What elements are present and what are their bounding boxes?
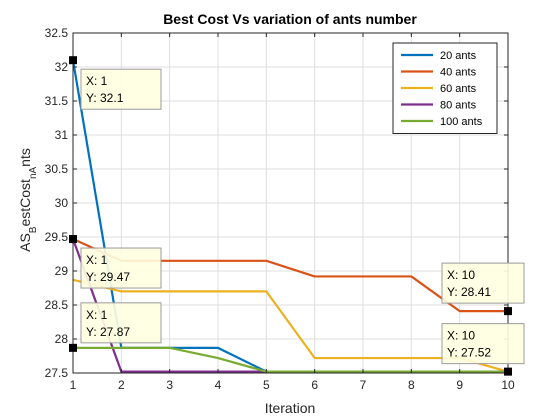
datatip-box (441, 323, 525, 365)
legend-label-80-ants: 80 ants (440, 100, 477, 112)
legend-label-100-ants: 100 ants (440, 116, 483, 128)
datatip-marker[interactable] (69, 56, 77, 65)
datatip[interactable]: X: 1 Y: 32.1 (69, 56, 162, 110)
x-tick-label: 3 (166, 378, 173, 392)
series-line-60-ants[interactable] (72, 278, 509, 373)
y-tick-label: 31 (55, 128, 69, 142)
datatip-box (441, 262, 525, 304)
legend-label-60-ants: 60 ants (440, 83, 477, 95)
datatip[interactable]: X: 10 Y: 27.52 (441, 323, 525, 376)
datatip-x-text: X: 1 (86, 308, 108, 322)
y-tick-label: 29.5 (45, 230, 69, 244)
plot-area: 1 2 3 4 5 6 7 8 9 10 27.5 28 28.5 29 29.5 30 30.5 31 31.5 3… (45, 26, 525, 392)
x-tick-label: 8 (408, 378, 415, 392)
datatip-box (80, 302, 162, 344)
legend-box (392, 42, 498, 134)
chart-title: Best Cost Vs variation of ants number (163, 11, 417, 27)
datatip-marker[interactable] (69, 343, 77, 352)
series-line-100-ants[interactable] (73, 346, 508, 373)
legend-label-40-ants: 40 ants (440, 67, 477, 79)
grid (72, 32, 509, 374)
y-tick-label: 30.5 (45, 162, 69, 176)
datatip-x-text: X: 10 (447, 268, 475, 282)
y-tick-label: 28 (55, 332, 69, 346)
ticks: 1 2 3 4 5 6 7 8 9 10 27.5 28 28.5 29 29.5 30 30.5 31 31.5 3… (45, 26, 515, 392)
datatip-box (80, 247, 162, 289)
datatip-y-text: Y: 32.1 (86, 91, 124, 105)
datatip-x-text: X: 1 (86, 74, 108, 88)
datatip-x-text: X: 10 (447, 329, 475, 343)
datatip-y-text: Y: 27.52 (447, 346, 491, 360)
datatip-box (80, 68, 162, 110)
datatip[interactable]: X: 10 Y: 28.41 (441, 262, 525, 316)
legend-label-20-ants: 20 ants (440, 50, 477, 62)
datatip-marker[interactable] (69, 235, 77, 244)
x-axis-title: Iteration (265, 400, 316, 416)
x-tick-label: 2 (118, 378, 125, 392)
legend[interactable]: 20 ants 40 ants 60 ants 80 ants 100 ants (392, 42, 498, 134)
datatip-x-text: X: 1 (86, 253, 108, 267)
datatip-marker[interactable] (504, 367, 512, 376)
datatip-marker[interactable] (504, 307, 512, 316)
x-tick-label: 1 (70, 378, 77, 392)
x-tick-label: 4 (215, 378, 222, 392)
datatip-y-text: Y: 29.47 (86, 270, 130, 284)
datatips-layer: X: 1 Y: 32.1 X: 1 Y: 29.47 X: 1 Y: 27.87 X: 10… (69, 56, 525, 376)
y-tick-label: 28.5 (45, 298, 69, 312)
y-tick-label: 29 (55, 264, 69, 278)
x-tick-label: 6 (311, 378, 318, 392)
y-tick-label: 32.5 (45, 26, 69, 40)
x-tick-label: 9 (456, 378, 463, 392)
datatip[interactable]: X: 1 Y: 29.47 (69, 235, 162, 289)
y-tick-label: 27.5 (45, 366, 69, 380)
datatip[interactable]: X: 1 Y: 27.87 (69, 302, 162, 352)
y-tick-label: 30 (55, 196, 69, 210)
y-tick-label: 31.5 (45, 94, 69, 108)
y-tick-label: 32 (55, 60, 69, 74)
datatip-y-text: Y: 27.87 (86, 325, 130, 339)
x-tick-label: 10 (501, 378, 515, 392)
datatip-y-text: Y: 28.41 (447, 285, 491, 299)
x-tick-label: 7 (360, 378, 367, 392)
x-tick-label: 5 (263, 378, 270, 392)
